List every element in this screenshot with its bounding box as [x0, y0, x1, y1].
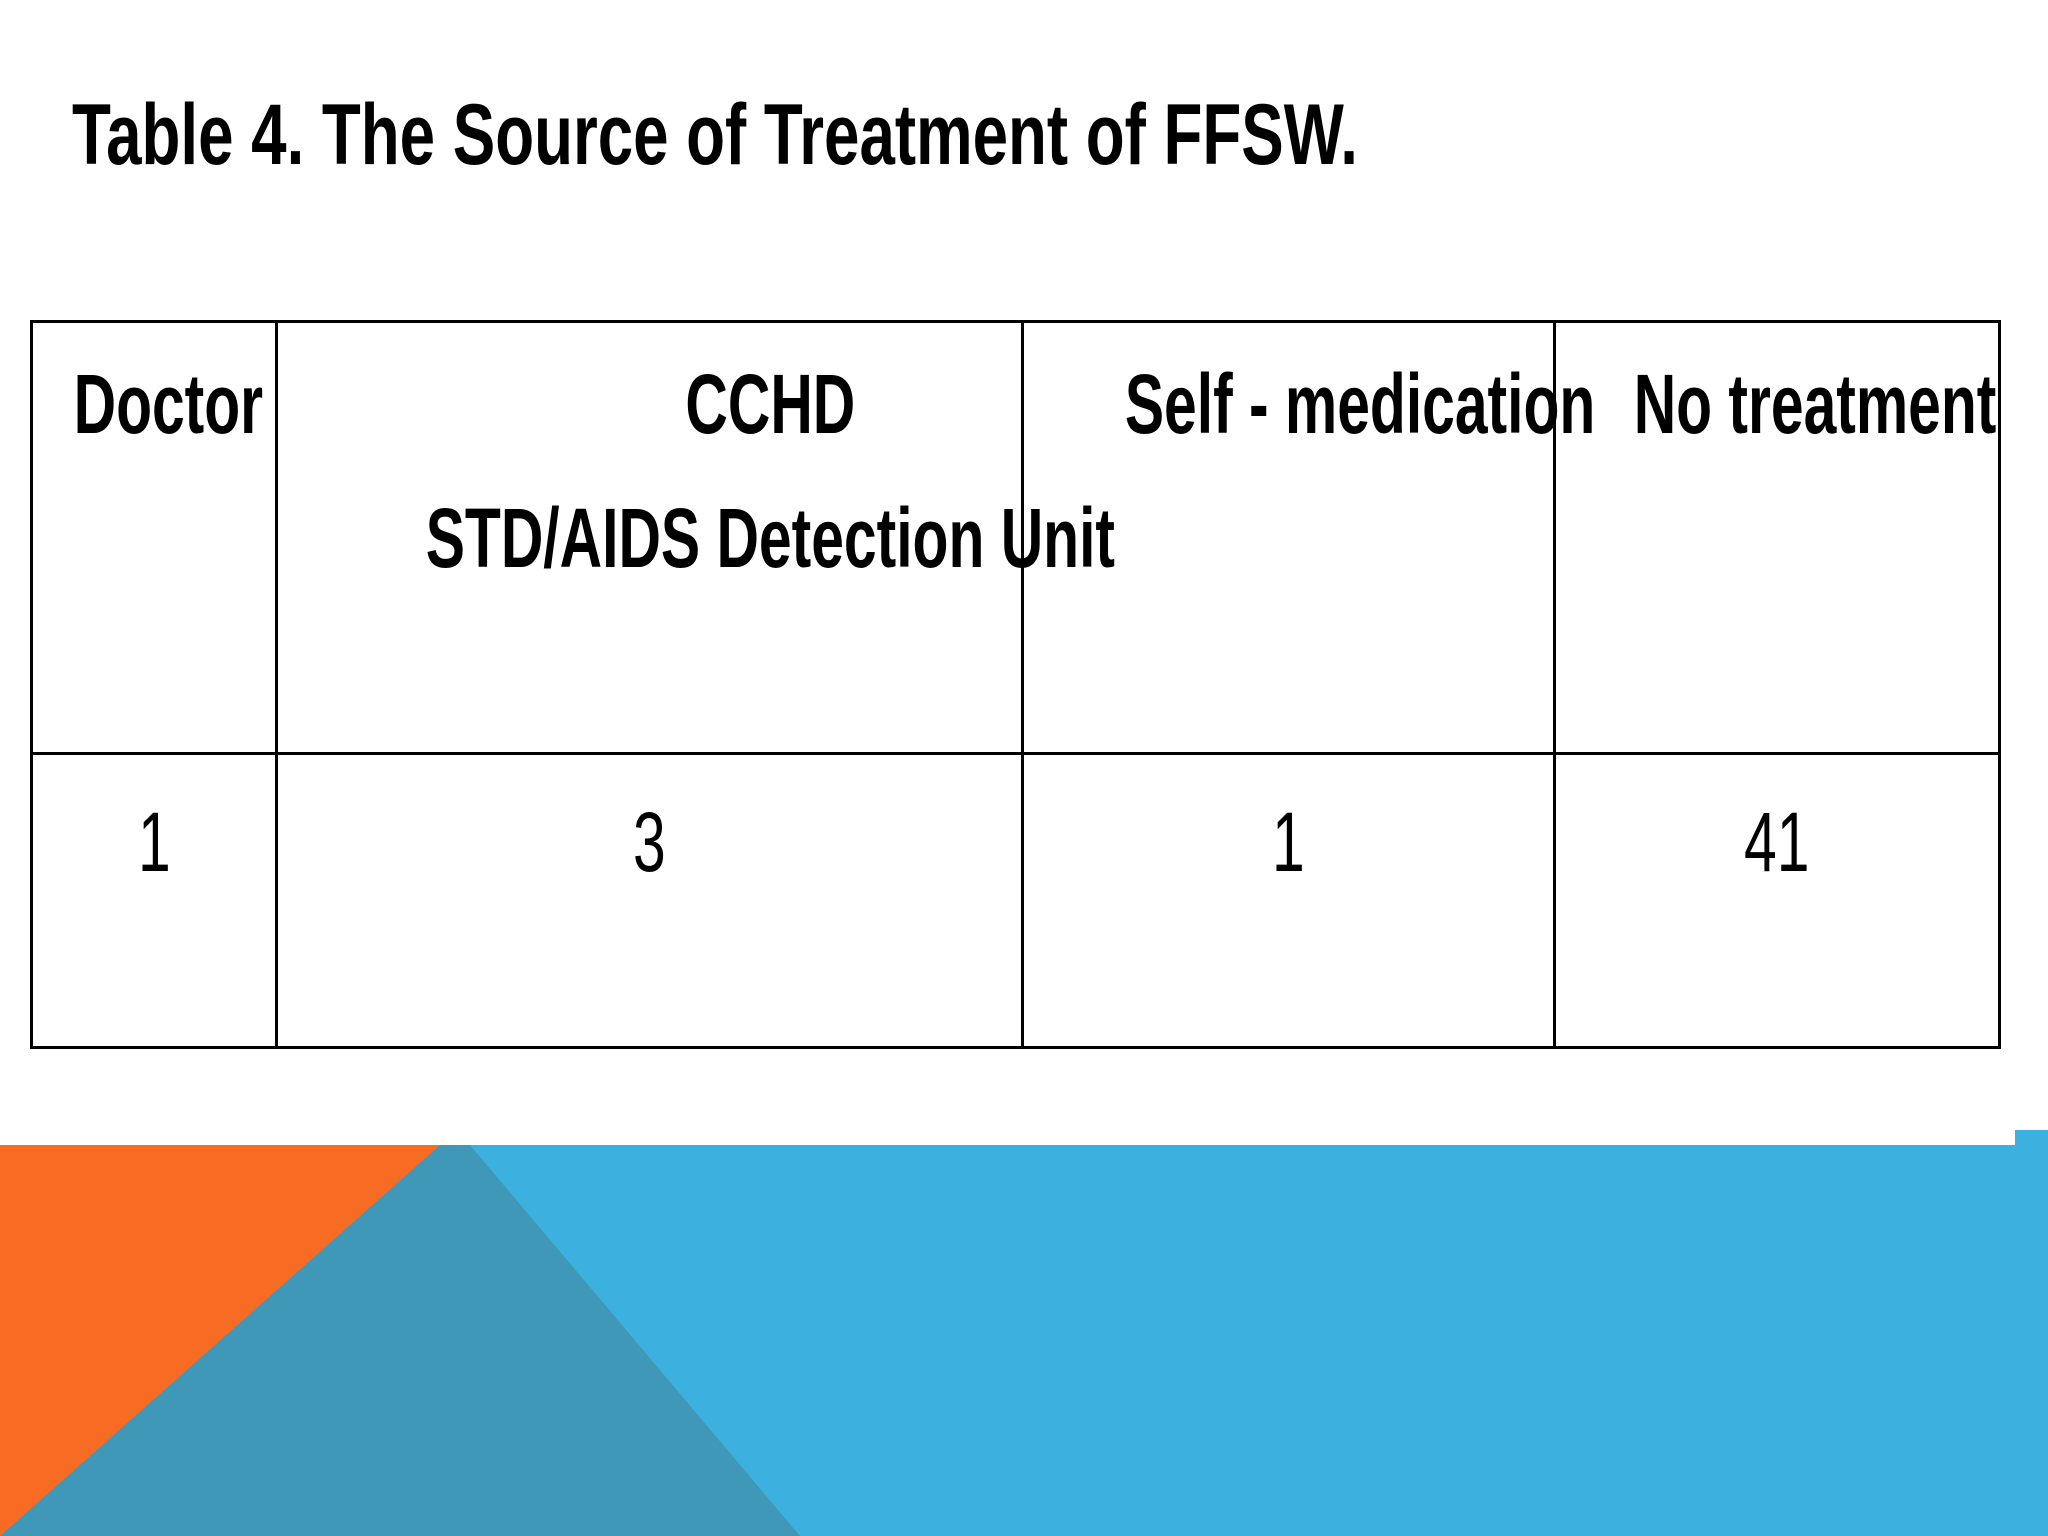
table-cell-cchd: 3 — [275, 752, 1024, 1049]
header-label: No treatment — [1633, 357, 1997, 451]
table-cell-doctor: 1 — [30, 752, 278, 1049]
table-row: 1 3 1 41 — [30, 752, 2001, 1049]
cell-value: 1 — [137, 795, 171, 889]
header-label: CCHD — [685, 357, 856, 451]
header-cell-self-medication: Self - medication — [1021, 320, 1595, 755]
header-label: Self - medication — [1124, 357, 1596, 451]
header-cell-doctor: Doctor — [30, 320, 278, 755]
slide-title: Table 4. The Source of Treatment of FFSW… — [72, 87, 1358, 183]
table-header-row: Doctor CCHD STD/AIDS Detection Unit Self… — [30, 320, 2001, 755]
footer-blue-notch — [2015, 1130, 2048, 1150]
header-cell-no-treatment: No treatment — [1553, 320, 2001, 755]
table-cell-self-medication: 1 — [1021, 752, 1556, 1049]
table-cell-no-treatment: 41 — [1553, 752, 2001, 1049]
treatment-source-table: Doctor CCHD STD/AIDS Detection Unit Self… — [30, 320, 2001, 1049]
header-sublabel: STD/AIDS Detection Unit — [425, 491, 1115, 586]
footer-teal-overlap — [0, 1145, 800, 1536]
header-cell-cchd: CCHD STD/AIDS Detection Unit — [275, 320, 1115, 755]
header-label: Doctor — [73, 357, 264, 451]
cell-value: 1 — [1272, 795, 1305, 889]
cell-value: 41 — [1744, 795, 1810, 889]
decorative-footer-shapes — [0, 1130, 2048, 1536]
cell-value: 3 — [633, 795, 666, 889]
